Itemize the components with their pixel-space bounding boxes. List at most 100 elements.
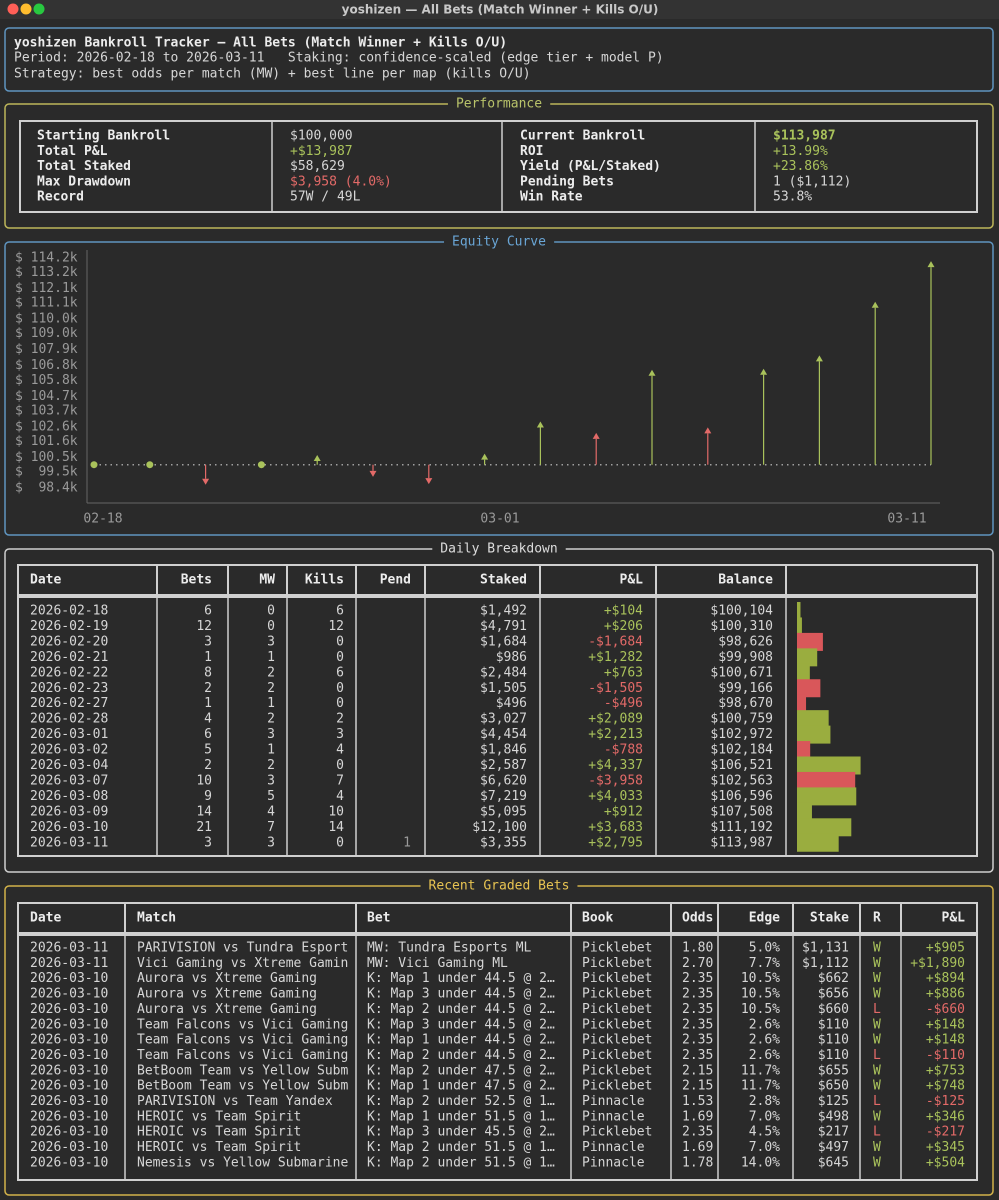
table-cell: L bbox=[873, 1094, 881, 1109]
table-cell: 3 bbox=[336, 727, 344, 742]
equity-point bbox=[425, 478, 433, 485]
table-cell: 2 bbox=[204, 681, 212, 696]
table-cell: Aurora vs Xtreme Gaming bbox=[137, 971, 317, 986]
y-tick-label: $ 99.5k bbox=[15, 464, 78, 479]
panel-title: Performance bbox=[456, 97, 542, 112]
table-cell: 3 bbox=[204, 634, 212, 649]
table-cell: -$110 bbox=[926, 1048, 965, 1063]
table-cell: K: Map 3 under 44.5 @ 2… bbox=[367, 1017, 555, 1032]
table-cell: 2026-02-23 bbox=[30, 681, 108, 696]
table-cell: 2026-03-10 bbox=[30, 1063, 108, 1078]
table-cell: Picklebet bbox=[582, 1033, 652, 1048]
equity-point bbox=[760, 368, 768, 375]
table-cell: +$148 bbox=[926, 1017, 965, 1032]
table-cell: HEROIC vs Team Spirit bbox=[137, 1140, 301, 1155]
table-cell: Picklebet bbox=[582, 1079, 652, 1094]
table-cell: 2.35 bbox=[682, 987, 713, 1002]
table-cell: $99,166 bbox=[718, 681, 773, 696]
table-cell: $2,587 bbox=[480, 758, 527, 773]
table-cell: +$2,089 bbox=[588, 712, 643, 727]
table-cell: W bbox=[873, 1109, 881, 1124]
table-cell: K: Map 1 under 51.5 @ 1… bbox=[367, 1109, 555, 1124]
table-cell: -$660 bbox=[926, 1002, 965, 1017]
equity-point bbox=[90, 461, 98, 469]
table-cell: 11.7% bbox=[741, 1079, 780, 1094]
table-cell: $100,104 bbox=[710, 604, 773, 619]
table-cell: 9 bbox=[204, 789, 212, 804]
table-cell: Vici Gaming vs Xtreme Gamin bbox=[137, 956, 348, 971]
table-cell: 10.5% bbox=[741, 987, 780, 1002]
y-tick-label: $ 103.7k bbox=[15, 403, 78, 418]
table-cell: $125 bbox=[818, 1094, 849, 1109]
table-cell: $3,027 bbox=[480, 712, 527, 727]
table-cell: +$104 bbox=[604, 604, 643, 619]
table-cell: K: Map 3 under 45.5 @ 2… bbox=[367, 1125, 555, 1140]
table-cell: 4 bbox=[336, 743, 344, 758]
equity-point bbox=[257, 461, 265, 469]
table-cell: 8 bbox=[204, 665, 212, 680]
table-cell: +$2,213 bbox=[588, 727, 643, 742]
column-header: Balance bbox=[718, 573, 773, 588]
table-cell: 3 bbox=[267, 773, 275, 788]
table-cell: 2026-03-01 bbox=[30, 727, 108, 742]
table-cell: -$3,958 bbox=[588, 773, 643, 788]
table-cell: $497 bbox=[818, 1140, 849, 1155]
table-cell: 2.35 bbox=[682, 1048, 713, 1063]
table-cell: 6 bbox=[204, 727, 212, 742]
table-cell: $110 bbox=[818, 1017, 849, 1032]
minimize-button[interactable] bbox=[20, 3, 32, 15]
table-cell: 2026-03-10 bbox=[30, 1079, 108, 1094]
table-cell: 4 bbox=[204, 712, 212, 727]
table-cell: Pinnacle bbox=[582, 1140, 645, 1155]
pnl-bar bbox=[797, 679, 821, 698]
table-cell: +$148 bbox=[926, 1033, 965, 1048]
table-body-border bbox=[17, 596, 978, 857]
table-cell: Picklebet bbox=[582, 987, 652, 1002]
y-tick-label: $ 110.0k bbox=[15, 312, 78, 327]
table-cell: 0 bbox=[336, 634, 344, 649]
table-cell: 2026-03-04 bbox=[30, 758, 108, 773]
table-cell: +$1,890 bbox=[910, 956, 965, 971]
metric-value: 57W / 49L bbox=[290, 190, 361, 205]
column-header: R bbox=[873, 911, 881, 926]
metric-label: Current Bankroll bbox=[520, 129, 645, 144]
table-cell: +$894 bbox=[926, 971, 965, 986]
table-cell: Team Falcons vs Vici Gaming bbox=[137, 1017, 348, 1032]
metric-value: +23.86% bbox=[773, 159, 828, 174]
table-cell: 14 bbox=[196, 804, 212, 819]
table-cell: 2 bbox=[267, 665, 275, 680]
table-cell: 7 bbox=[267, 820, 275, 835]
table-cell: 14 bbox=[328, 820, 344, 835]
table-cell: K: Map 2 under 51.5 @ 1… bbox=[367, 1140, 555, 1155]
pnl-bar bbox=[797, 648, 818, 667]
y-tick-label: $ 111.1k bbox=[15, 296, 78, 311]
table-cell: +$912 bbox=[604, 804, 643, 819]
table-cell: K: Map 3 under 44.5 @ 2… bbox=[367, 987, 555, 1002]
table-cell: +$886 bbox=[926, 987, 965, 1002]
y-tick-label: $ 104.7k bbox=[15, 389, 78, 404]
column-header: Odds bbox=[682, 911, 713, 926]
y-tick-label: $ 101.6k bbox=[15, 434, 78, 449]
table-cell: $1,492 bbox=[480, 604, 527, 619]
table-cell: Picklebet bbox=[582, 956, 652, 971]
table-cell: -$1,505 bbox=[588, 681, 643, 696]
table-cell: 2026-02-21 bbox=[30, 650, 108, 665]
table-cell: K: Map 2 under 47.5 @ 2… bbox=[367, 1063, 555, 1078]
table-cell: 1.69 bbox=[682, 1109, 713, 1124]
table-cell: +$763 bbox=[604, 665, 643, 680]
panel-border bbox=[4, 103, 994, 229]
table-cell: 2026-03-10 bbox=[30, 1155, 108, 1170]
table-cell: Team Falcons vs Vici Gaming bbox=[137, 1048, 348, 1063]
table-cell: +$905 bbox=[926, 941, 965, 956]
table-cell: -$788 bbox=[604, 743, 643, 758]
close-button[interactable] bbox=[7, 3, 19, 15]
zoom-button[interactable] bbox=[33, 3, 45, 15]
table-cell: 2026-03-09 bbox=[30, 804, 108, 819]
table-cell: 6 bbox=[336, 665, 344, 680]
table-cell: +$1,282 bbox=[588, 650, 643, 665]
table-cell: 2026-03-10 bbox=[30, 1094, 108, 1109]
header-strategy: Strategy: best odds per match (MW) + bes… bbox=[14, 67, 531, 82]
equity-point bbox=[648, 369, 656, 376]
window-title: yoshizen — All Bets (Match Winner + Kill… bbox=[342, 3, 659, 17]
table-cell: K: Map 2 under 51.5 @ 1… bbox=[367, 1155, 555, 1170]
